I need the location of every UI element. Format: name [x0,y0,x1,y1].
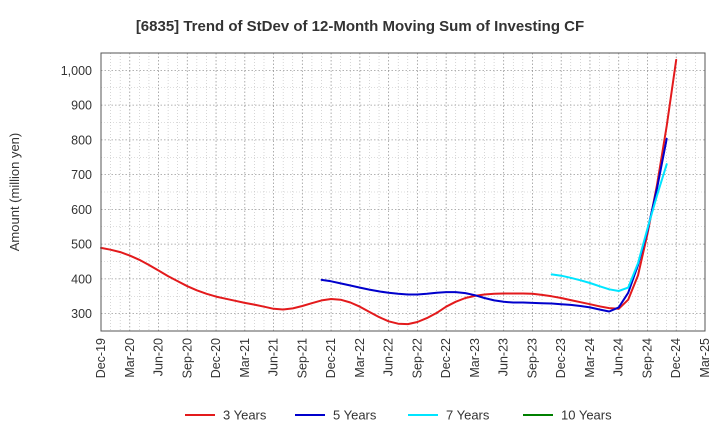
y-tick-label: 500 [71,238,92,252]
series-layer [100,58,678,326]
x-tick-label: Sep-23 [525,338,539,378]
legend-label-3-years: 3 Years [223,408,267,423]
x-tick-label: Dec-22 [439,338,453,378]
legend-label-10-years: 10 Years [561,408,612,423]
y-tick-label: 400 [71,272,92,286]
x-tick-label: Jun-24 [612,338,626,376]
series-line-3-years [100,58,678,326]
x-tick-label: Mar-21 [238,338,252,378]
x-tick-label: Sep-21 [295,338,309,378]
y-tick-label: 1,000 [61,64,92,78]
series-line-7-years [550,163,668,292]
x-tick-labels: Dec-19 Mar-20 Jun-20 Sep-20 Dec-20 Mar-21 Jun-… [94,338,712,378]
y-tick-labels: 300 400 500 600 700 800 900 1,000 [61,64,92,321]
x-tick-label: Mar-20 [123,338,137,378]
x-tick-label: Mar-25 [698,338,712,378]
chart-title: [6835] Trend of StDev of 12-Month Moving… [136,18,584,35]
legend-label-5-years: 5 Years [333,408,377,423]
y-tick-label: 900 [71,99,92,113]
x-tick-label: Mar-23 [468,338,482,378]
legend: 3 Years 5 Years 7 Years 10 Years [185,408,612,423]
x-tick-label: Mar-22 [353,338,367,378]
y-tick-label: 700 [71,168,92,182]
x-tick-label: Dec-21 [324,338,338,378]
x-tick-label: Jun-20 [152,338,166,376]
x-tick-label: Dec-24 [669,338,683,378]
x-tick-label: Dec-23 [554,338,568,378]
y-tick-label: 800 [71,133,92,147]
x-tick-label: Sep-22 [410,338,424,378]
x-tick-label: Jun-23 [497,338,511,376]
x-tick-label: Sep-20 [180,338,194,378]
x-tick-label: Jun-21 [267,338,281,376]
x-tick-label: Jun-22 [382,338,396,376]
legend-label-7-years: 7 Years [446,408,490,423]
x-tick-label: Dec-20 [209,338,223,378]
y-axis-label: Amount (million yen) [7,133,22,252]
x-tick-label: Dec-19 [94,338,108,378]
plot-frame [100,52,706,332]
y-tick-label: 300 [71,307,92,321]
x-tick-label: Mar-24 [583,338,597,378]
x-tick-label: Sep-24 [640,338,654,378]
series-line-5-years [320,137,668,313]
y-tick-label: 600 [71,203,92,217]
